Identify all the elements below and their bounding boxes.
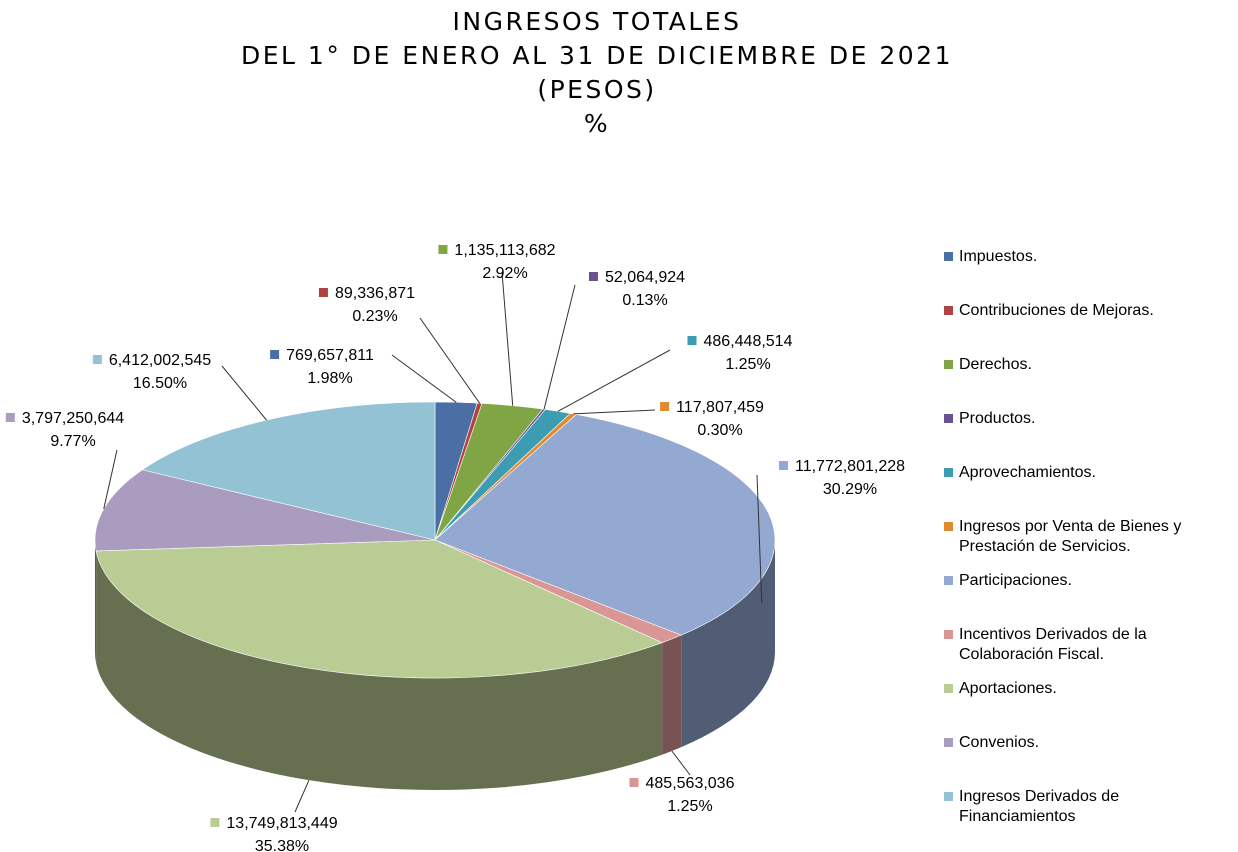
- pie-slice-side: [96, 550, 663, 790]
- legend-label: Impuestos.: [959, 248, 1038, 265]
- label-swatch: [270, 350, 280, 359]
- legend-swatch: [944, 414, 953, 423]
- label-swatch: [5, 413, 15, 422]
- label-swatch: [660, 402, 670, 411]
- label-swatch: [318, 288, 328, 297]
- legend-swatch: [944, 252, 953, 261]
- data-label: 52,064,924: [605, 269, 685, 286]
- legend-item: Ingresos Derivados de Financiamientos: [944, 787, 1228, 827]
- legend-swatch: [944, 306, 953, 315]
- legend-label: Productos.: [959, 410, 1036, 427]
- legend-swatch: [944, 576, 953, 585]
- pie-slice: [434, 414, 776, 636]
- leader-line: [671, 750, 691, 776]
- legend-label: Ingresos Derivados de Financiamientos: [959, 788, 1120, 825]
- legend-swatch: [944, 684, 953, 693]
- data-label-percent: 1.25%: [667, 798, 712, 815]
- legend-label: Contribuciones de Mejoras.: [959, 302, 1154, 319]
- data-label-percent: 0.30%: [697, 422, 742, 439]
- leader-line: [557, 349, 671, 412]
- legend-label: Aprovechamientos.: [959, 464, 1096, 481]
- label-swatch: [92, 355, 102, 364]
- data-label-percent: 35.38%: [255, 838, 309, 852]
- legend-item: Contribuciones de Mejoras.: [944, 301, 1228, 321]
- leader-line: [391, 354, 457, 403]
- legend-swatch: [944, 360, 953, 369]
- chart-title: %: [584, 109, 610, 138]
- legend-swatch: [944, 468, 953, 477]
- label-swatch: [687, 336, 697, 345]
- data-label-percent: 30.29%: [823, 481, 877, 498]
- legend-swatch: [944, 738, 953, 747]
- pie-slice-side: [95, 540, 97, 663]
- data-label: 6,412,002,545: [109, 352, 211, 369]
- label-swatch: [210, 818, 220, 827]
- data-label-percent: 2.92%: [482, 265, 527, 282]
- legend-item: Convenios.: [944, 733, 1228, 753]
- leader-line: [543, 284, 576, 410]
- legend-label: Aportaciones.: [959, 680, 1057, 697]
- label-swatch: [588, 272, 598, 281]
- data-label-percent: 0.23%: [352, 308, 397, 325]
- label-swatch: [438, 245, 448, 254]
- data-label: 11,772,801,228: [795, 458, 905, 475]
- legend-item: Impuestos.: [944, 247, 1228, 267]
- legend-label: Derechos.: [959, 356, 1032, 373]
- data-label-percent: 0.13%: [622, 292, 667, 309]
- legend-label: Ingresos por Venta de Bienes y Prestació…: [959, 518, 1182, 555]
- data-label: 3,797,250,644: [22, 410, 124, 427]
- legend-item: Ingresos por Venta de Bienes y Prestació…: [944, 517, 1228, 557]
- data-label: 1,135,113,682: [454, 242, 555, 259]
- leader-line: [294, 779, 310, 813]
- pie-slice-side: [662, 635, 682, 755]
- leader-line: [573, 409, 656, 415]
- data-label-percent: 16.50%: [133, 375, 187, 392]
- leader-line: [103, 449, 118, 510]
- legend-label: Participaciones.: [959, 572, 1072, 589]
- chart-title: (PESOS): [537, 75, 656, 104]
- legend-item: Incentivos Derivados de la Colaboración …: [944, 625, 1228, 665]
- data-label-percent: 9.77%: [50, 433, 95, 450]
- chart-title: DEL 1° DE ENERO AL 31 DE DICIEMBRE DE 20…: [241, 41, 953, 70]
- legend-swatch: [944, 630, 953, 639]
- data-label: 89,336,871: [335, 285, 415, 302]
- legend-item: Derechos.: [944, 355, 1228, 375]
- pie-slice: [94, 469, 436, 552]
- legend-item: Aportaciones.: [944, 679, 1228, 699]
- data-label: 769,657,811: [286, 347, 374, 364]
- legend-item: Aprovechamientos.: [944, 463, 1228, 483]
- pie-slice-side: [681, 540, 775, 748]
- leader-line: [221, 365, 267, 421]
- legend-swatch: [944, 522, 953, 531]
- pie-slice: [95, 539, 663, 679]
- data-label-percent: 1.98%: [307, 370, 352, 387]
- legend-item: Participaciones.: [944, 571, 1228, 591]
- chart-title: INGRESOS TOTALES: [453, 7, 742, 36]
- leader-line: [501, 271, 514, 406]
- legend-item: Productos.: [944, 409, 1228, 429]
- leader-line: [756, 474, 763, 604]
- pie-slice: [141, 401, 436, 541]
- data-label: 485,563,036: [646, 775, 735, 792]
- legend-label: Convenios.: [959, 734, 1040, 751]
- data-label: 117,807,459: [676, 399, 764, 416]
- label-swatch: [778, 461, 788, 470]
- leader-line: [419, 317, 481, 404]
- data-label-percent: 1.25%: [725, 356, 770, 373]
- data-label: 13,749,813,449: [226, 815, 337, 832]
- data-label: 486,448,514: [704, 333, 793, 350]
- legend-label: Incentivos Derivados de la Colaboración …: [959, 626, 1147, 663]
- label-swatch: [629, 778, 639, 787]
- legend-swatch: [944, 792, 953, 801]
